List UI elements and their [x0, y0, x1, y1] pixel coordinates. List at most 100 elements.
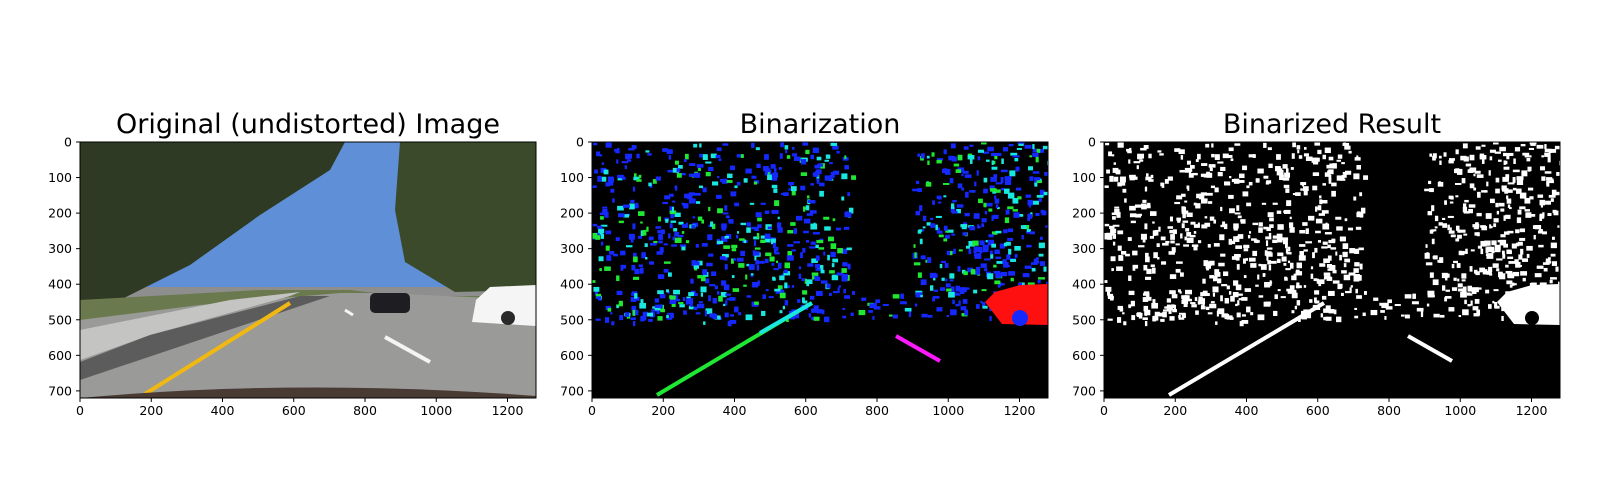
mask-speckle: [1293, 273, 1296, 277]
mask-speckle: [1438, 222, 1443, 226]
mask-speckle: [1324, 275, 1331, 279]
mask-speckle: [1495, 202, 1499, 208]
left-trees: [80, 142, 345, 310]
mask-speckle: [767, 174, 772, 181]
mask-speckle: [1472, 306, 1479, 311]
mask-speckle: [1035, 180, 1042, 184]
mask-speckle: [1314, 247, 1318, 253]
mask-speckle: [786, 255, 794, 261]
mask-speckle: [927, 257, 932, 263]
mask-speckle: [1236, 205, 1240, 211]
mask-speckle: [957, 266, 961, 272]
mask-speckle: [981, 218, 987, 223]
mask-speckle: [1404, 314, 1410, 319]
mask-speckle: [634, 293, 638, 299]
y-tick-label: 200: [48, 206, 72, 221]
mask-speckle: [1149, 211, 1157, 216]
mask-speckle: [1467, 169, 1474, 173]
mask-speckle: [700, 275, 706, 282]
mask-speckle: [1551, 178, 1554, 181]
mask-speckle: [1551, 236, 1555, 240]
mask-speckle: [609, 181, 614, 186]
mask-speckle: [1191, 304, 1197, 308]
mask-speckle: [1330, 247, 1337, 250]
mask-speckle: [811, 258, 818, 263]
mask-speckle: [1494, 244, 1501, 250]
mask-speckle: [605, 182, 610, 187]
mask-speckle: [1138, 315, 1143, 319]
mask-speckle: [1015, 187, 1022, 191]
mask-speckle: [1265, 181, 1270, 185]
mask-speckle: [1180, 155, 1184, 160]
mask-speckle: [1028, 204, 1032, 208]
mask-speckle: [1117, 230, 1124, 235]
mask-speckle: [1432, 279, 1439, 286]
y-tick-label: 0: [64, 135, 72, 150]
mask-speckle: [1341, 174, 1345, 181]
mask-speckle: [976, 170, 979, 176]
barrier: [80, 292, 300, 360]
mask-speckle: [1454, 182, 1462, 185]
mask-speckle: [1210, 168, 1213, 172]
mask-speckle: [1465, 248, 1468, 254]
mask-speckle: [1277, 289, 1281, 292]
mask-speckle: [760, 239, 766, 244]
mask-speckle: [1314, 297, 1317, 303]
mask-speckle: [1519, 237, 1526, 241]
mask-speckle: [1285, 168, 1289, 173]
mask-speckle: [630, 317, 636, 321]
mask-speckle: [1263, 175, 1269, 179]
mask-speckle: [1143, 264, 1148, 271]
mask-speckle: [1282, 177, 1290, 181]
mask-speckle: [683, 159, 687, 163]
mask-speckle: [1212, 292, 1216, 297]
mask-speckle: [1494, 151, 1502, 154]
mask-speckle: [652, 179, 657, 184]
mask-speckle: [976, 304, 980, 309]
mask-speckle: [1461, 279, 1466, 282]
mask-speckle: [1184, 236, 1187, 241]
mask-speckle: [987, 273, 994, 280]
mask-speckle: [1239, 173, 1245, 179]
mask-speckle: [1168, 251, 1175, 255]
mask-speckle: [1296, 282, 1300, 289]
mask-speckle: [1144, 296, 1152, 301]
mask-speckle: [1166, 306, 1173, 311]
mask-speckle: [800, 185, 806, 191]
mask-speckle: [1209, 303, 1217, 309]
mask-speckle: [938, 196, 942, 200]
mask-speckle: [1205, 306, 1210, 310]
mask-speckle: [1480, 248, 1484, 255]
mask-speckle: [1331, 182, 1337, 187]
mask-speckle: [657, 316, 663, 321]
mask-speckle: [844, 295, 850, 299]
mask-speckle: [1320, 313, 1324, 318]
mask-speckle: [678, 302, 684, 305]
mask-speckle: [767, 226, 772, 229]
mask-speckle: [1136, 165, 1139, 170]
mask-speckle: [724, 264, 728, 270]
mask-speckle: [1550, 277, 1557, 280]
mask-speckle: [1513, 158, 1516, 165]
mask-speckle: [1205, 192, 1213, 196]
mask-speckle: [677, 234, 684, 238]
mask-speckle: [1469, 154, 1475, 161]
mask-speckle: [1505, 270, 1513, 274]
mask-speckle: [605, 142, 612, 148]
mask-speckle: [765, 168, 771, 172]
mask-speckle: [1516, 176, 1524, 181]
mask-speckle: [1190, 302, 1196, 305]
mask-speckle: [639, 267, 644, 274]
mask-speckle: [693, 265, 700, 269]
mask-speckle: [1104, 185, 1109, 188]
mask-speckle: [1474, 170, 1481, 174]
mask-speckle: [1117, 182, 1122, 187]
mask-speckle: [967, 155, 975, 160]
mask-speckle: [632, 296, 640, 301]
car-wheel-blue: [1012, 310, 1028, 326]
mask-speckle: [1007, 206, 1014, 210]
mask-speckle: [806, 281, 810, 287]
mask-speckle: [787, 251, 792, 256]
mask-speckle: [718, 295, 723, 302]
